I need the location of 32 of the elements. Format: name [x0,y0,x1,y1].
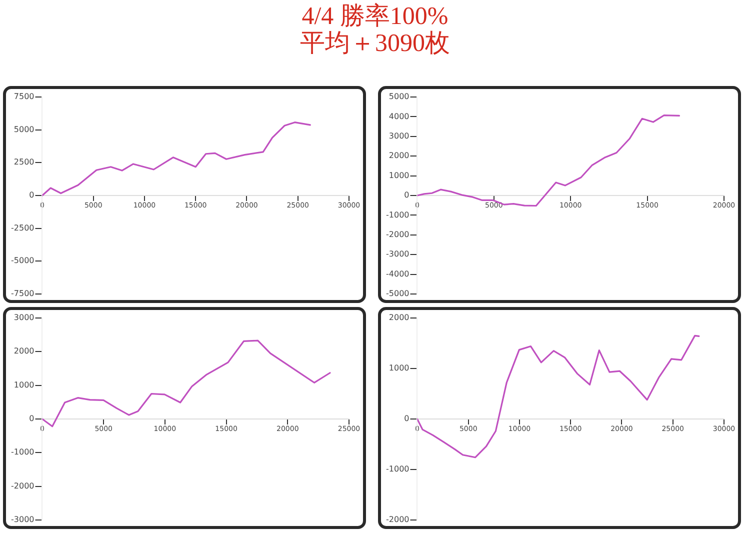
y-tick-label: -3000 [386,250,410,259]
y-tick-label: -5000 [10,256,34,266]
y-tick-label: 3000 [14,313,34,322]
y-tick-label: 7500 [14,92,34,102]
y-tick-label: 5000 [14,124,34,134]
y-tick-label: -3000 [10,515,34,524]
y-tick-label: 2000 [14,346,34,356]
y-tick-label: 0 [404,414,410,424]
y-tick-label: -1000 [386,464,410,474]
y-tick-label: -5000 [386,289,410,298]
chart-subtitle: 平均＋3090枚 [299,30,451,57]
y-tick-label: 4000 [388,112,410,121]
y-tick-label: 1000 [14,380,34,390]
y-tick-label: -2000 [386,230,410,239]
y-tick-label: -1000 [386,210,410,220]
y-tick-label: -7500 [10,289,34,298]
y-tick-label: 1000 [388,364,410,373]
y-tick-label: -4000 [386,269,410,278]
y-tick-label: 0 [29,190,34,200]
y-tick-label: 2000 [388,313,410,322]
chart-title: 4/4 勝率100% [300,3,450,30]
y-tick-label: 2000 [388,151,410,160]
y-tick-label: 3000 [388,131,410,140]
y-tick-label: 1000 [388,170,410,180]
y-tick-label: 0 [29,414,34,424]
y-tick-label: -2500 [10,223,34,232]
y-tick-label: 0 [404,190,410,200]
y-tick-label: 5000 [388,92,410,102]
y-tick-label: 2500 [14,158,34,167]
y-tick-label: -2000 [10,481,34,490]
y-tick-label: -2000 [386,515,410,524]
y-tick-label: -1000 [10,448,34,457]
